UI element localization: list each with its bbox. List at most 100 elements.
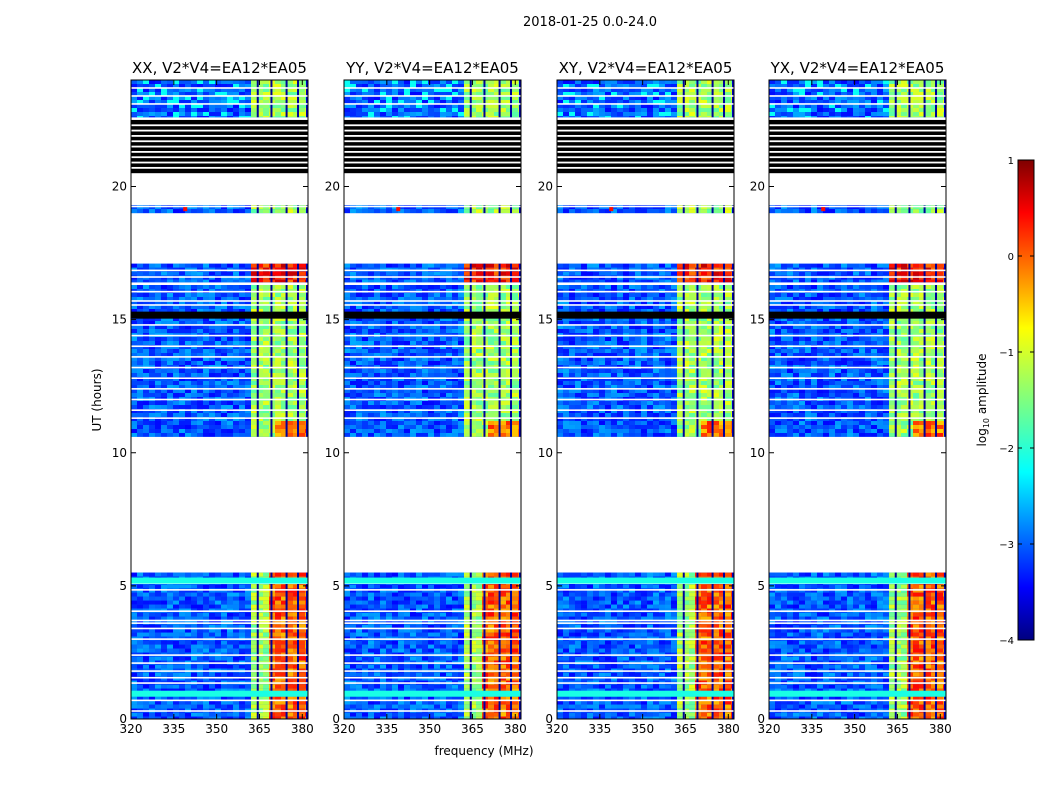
heat-cell [464, 684, 470, 689]
heat-cell [209, 409, 215, 413]
heat-cell [149, 80, 155, 84]
heat-cell [155, 349, 161, 353]
heat-cell [233, 361, 239, 365]
heat-cell [185, 405, 191, 409]
heat-cell [191, 644, 197, 649]
heat-cell [512, 353, 518, 357]
heat-cell [434, 349, 440, 353]
heat-cell [191, 369, 197, 373]
heat-cell [215, 325, 221, 329]
heat-cell [167, 584, 173, 589]
heat-cell [209, 104, 215, 108]
heat-cell [179, 373, 185, 377]
heat-cell [257, 640, 263, 645]
heat-cell [404, 716, 410, 719]
heat-cell [299, 393, 305, 397]
heat-cell [281, 592, 287, 597]
heat-cell [197, 209, 203, 214]
heat-cell [227, 373, 233, 377]
heat-cell [185, 656, 191, 661]
heat-cell [185, 612, 191, 617]
heat-cell [506, 369, 512, 373]
heat-cell [476, 413, 482, 417]
heat-cell [131, 640, 137, 645]
heat-cell [440, 413, 446, 417]
heat-cell [167, 676, 173, 681]
heat-cell [293, 572, 299, 577]
heat-cell [185, 584, 191, 589]
heat-cell [380, 357, 386, 361]
heat-cell [293, 684, 299, 689]
heat-cell [197, 361, 203, 365]
heat-cell [446, 401, 452, 405]
heat-cell [155, 640, 161, 645]
heat-cell [287, 373, 293, 377]
heat-cell [350, 688, 356, 693]
heat-cell [470, 596, 476, 601]
heat-cell [257, 271, 263, 276]
heat-cell [251, 112, 257, 116]
heat-cell [293, 373, 299, 377]
heat-cell [185, 301, 191, 305]
heat-cell [398, 317, 404, 321]
heat-cell [137, 116, 143, 118]
heat-cell [149, 337, 155, 341]
heat-cell [350, 696, 356, 701]
heat-cell [185, 325, 191, 329]
heat-cell [149, 401, 155, 405]
heat-cell [245, 425, 251, 429]
heat-cell [470, 401, 476, 405]
heat-cell [143, 349, 149, 353]
heat-cell [167, 616, 173, 621]
heat-cell [263, 297, 269, 301]
heat-cell [287, 684, 293, 689]
heat-cell [344, 664, 350, 669]
heat-cell [506, 672, 512, 677]
heat-cell [197, 309, 203, 313]
heat-cell [137, 317, 143, 321]
heat-cell [293, 592, 299, 597]
heat-cell [398, 616, 404, 621]
heat-cell [362, 393, 368, 397]
heat-cell [422, 349, 428, 353]
heat-cell [245, 401, 251, 405]
heat-cell [362, 712, 368, 717]
heat-cell [209, 688, 215, 693]
heat-cell [410, 572, 416, 577]
heat-cell [446, 405, 452, 409]
heat-cell [239, 672, 245, 677]
heat-cell [257, 349, 263, 353]
heat-cell [386, 381, 392, 385]
heat-cell [251, 385, 257, 389]
heat-cell [293, 353, 299, 357]
heat-cell [428, 401, 434, 405]
heat-cell [227, 305, 233, 309]
heat-cell [167, 301, 173, 305]
heat-cell [299, 112, 305, 116]
heat-cell [434, 357, 440, 361]
y-tick-label: 15 [112, 313, 127, 327]
heat-cell [239, 263, 245, 268]
heat-cell [392, 417, 398, 421]
channel-gap [297, 285, 300, 437]
heat-cell [131, 644, 137, 649]
heat-cell [137, 684, 143, 689]
heat-cell [368, 417, 374, 421]
heat-cell [404, 672, 410, 677]
heat-cell [293, 712, 299, 717]
heat-cell [215, 329, 221, 333]
heat-cell [215, 373, 221, 377]
heat-cell [446, 381, 452, 385]
heat-cell [197, 716, 203, 719]
heat-cell [287, 321, 293, 325]
heat-cell [197, 263, 203, 268]
heat-cell [263, 704, 269, 709]
heat-cell [464, 656, 470, 661]
heat-cell [356, 672, 362, 677]
heat-cell [191, 337, 197, 341]
heat-cell [233, 393, 239, 397]
heat-cell [416, 297, 422, 301]
heat-cell [173, 409, 179, 413]
heat-cell [149, 688, 155, 693]
heat-cell [506, 664, 512, 669]
